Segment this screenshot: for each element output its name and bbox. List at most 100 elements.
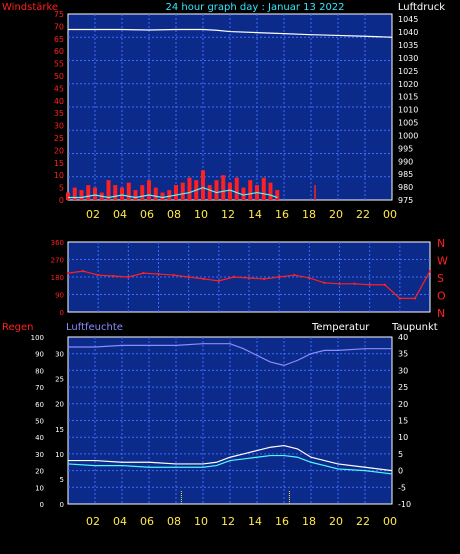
humidity-tick-label: 20 (55, 401, 64, 409)
direction-letter-label: O (437, 290, 446, 303)
time-tick-label: 04 (113, 208, 127, 221)
wind-tick-label: 65 (54, 35, 64, 44)
time-axis-ticks-top: 02 04 06 08 10 12 14 16 18 20 22 00 (86, 208, 397, 221)
wind-pressure-series (66, 28, 393, 200)
wind-direction-point (413, 297, 417, 300)
wind-direction-point (308, 276, 311, 280)
rain-tick-label: 100 (31, 334, 44, 342)
time-tick-label: 10 (194, 515, 208, 528)
direction-letter-label: N (437, 237, 445, 250)
direction-letter-label: W (437, 255, 448, 268)
time-tick-label: 00 (383, 515, 397, 528)
pressure-line (68, 28, 393, 38)
wind-axis-label: Windstärke (2, 2, 58, 13)
time-tick-label: 16 (275, 515, 289, 528)
wind-direction-point (127, 275, 130, 279)
rain-axis-ticks: 0 10 20 30 40 50 60 70 80 90 100 (31, 334, 44, 509)
temperature-tick-label: 40 (398, 333, 408, 342)
wind-tick-label: 25 (54, 134, 64, 143)
climate-series (67, 343, 393, 504)
wind-direction-point (323, 281, 326, 285)
temperature-tick-label: 35 (398, 350, 408, 359)
pressure-tick-label: 1010 (398, 106, 418, 115)
wind-direction-point (368, 283, 371, 286)
wind-pressure-grid (68, 14, 392, 200)
wind-direction-point (353, 282, 356, 286)
direction-degree-label: 360 (51, 239, 64, 247)
wind-tick-label: 70 (54, 22, 64, 31)
time-tick-label: 14 (248, 515, 262, 528)
wind-tick-label: 10 (54, 171, 64, 180)
time-tick-label: 20 (329, 208, 343, 221)
temperature-axis-label: Temperatur (311, 322, 370, 333)
wind-pressure-panel: Windstärke 24 hour graph day : Januar 13… (2, 2, 445, 221)
rain-tick-label: 50 (35, 418, 44, 426)
direction-degree-label: 0 (60, 309, 64, 317)
temperature-tick-label: 25 (398, 383, 408, 392)
wind-tick-label: 40 (54, 97, 64, 106)
wind-gust-line (68, 186, 278, 199)
pressure-tick-label: 1040 (398, 28, 418, 37)
rain-tick-label: 80 (35, 367, 44, 375)
wind-direction-point (247, 276, 251, 280)
rain-tick-label: 20 (35, 468, 44, 476)
chart-title: 24 hour graph day : Januar 13 2022 (165, 2, 344, 13)
wind-direction-point (66, 271, 70, 275)
time-tick-label: 22 (356, 515, 370, 528)
pressure-tick-label: 995 (398, 144, 413, 153)
climate-grid (68, 337, 392, 504)
time-tick-label: 16 (275, 208, 289, 221)
wind-direction-point (172, 273, 175, 277)
time-tick-label: 18 (302, 515, 316, 528)
wind-direction-point (262, 277, 266, 281)
wind-tick-label: 50 (54, 72, 64, 81)
temperature-tick-label: 0 (398, 467, 403, 476)
temperature-tick-label: 15 (398, 417, 408, 426)
direction-letter-label: N (437, 307, 445, 320)
time-tick-label: 18 (302, 208, 316, 221)
humidity-line (68, 343, 392, 367)
direction-degree-label: 90 (55, 292, 64, 300)
rain-tick-label: 10 (35, 484, 44, 492)
wind-direction-point (232, 275, 236, 279)
temperature-tick-label: 20 (398, 400, 408, 409)
direction-letter-label: S (437, 272, 444, 285)
time-tick-label: 06 (140, 208, 154, 221)
time-tick-label: 08 (167, 208, 181, 221)
wind-direction-point (293, 273, 296, 277)
time-tick-label: 04 (113, 515, 127, 528)
time-axis-ticks-bottom: 02 04 06 08 10 12 14 16 18 20 22 00 (86, 515, 397, 528)
wind-direction-point (398, 297, 402, 300)
temperature-tick-label: 30 (398, 366, 408, 375)
wind-tick-label: 0 (59, 196, 64, 205)
pressure-tick-label: 1030 (398, 54, 418, 63)
time-tick-label: 12 (221, 208, 235, 221)
humidity-axis-label: Luftfeuchte (66, 322, 123, 333)
rain-tick-label: 0 (40, 501, 44, 509)
pressure-tick-label: 975 (398, 196, 413, 205)
time-tick-label: 20 (329, 515, 343, 528)
rain-tick-label: 40 (35, 434, 44, 442)
rain-tick-label: 70 (35, 384, 44, 392)
pressure-axis-ticks: 975 980 985 990 995 1000 1005 1010 1015 1020 1025 1… (398, 15, 418, 205)
rain-axis-label: Regen (2, 322, 34, 333)
humidity-tick-label: 0 (60, 501, 64, 509)
rain-tick-label: 30 (35, 451, 44, 459)
wind-direction-point (81, 269, 85, 273)
temperature-tick-label: 5 (398, 450, 403, 459)
climate-panel: Regen Luftfeuchte Temperatur Taupunkt 0 1… (2, 322, 438, 528)
wind-direction-point (202, 277, 205, 281)
pressure-axis-label: Luftdruck (398, 2, 445, 13)
wind-direction-point (338, 282, 341, 286)
humidity-tick-label: 5 (60, 476, 64, 484)
pressure-tick-label: 1035 (398, 41, 418, 50)
temperature-line (68, 444, 393, 472)
time-tick-label: 06 (140, 515, 154, 528)
time-tick-label: 00 (383, 208, 397, 221)
pressure-tick-label: 1000 (398, 131, 418, 140)
humidity-tick-label: 25 (55, 376, 64, 384)
time-tick-label: 12 (221, 515, 235, 528)
temperature-tick-label: -10 (398, 500, 411, 509)
